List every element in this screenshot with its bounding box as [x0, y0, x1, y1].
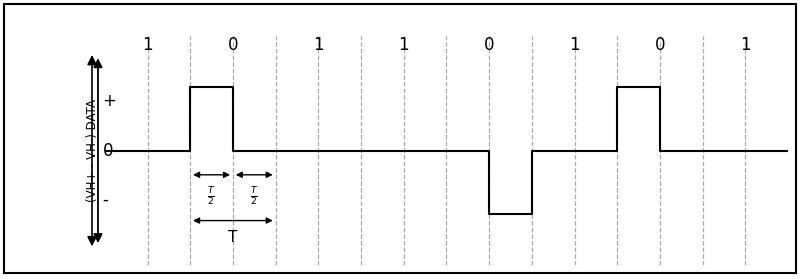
Text: -: - — [102, 191, 109, 209]
Text: 1: 1 — [569, 35, 580, 54]
Text: $\frac{T}{2}$: $\frac{T}{2}$ — [207, 186, 216, 208]
Text: 1: 1 — [740, 35, 750, 54]
Text: (VH+ - VH-) DATA: (VH+ - VH-) DATA — [86, 99, 99, 202]
Text: 0: 0 — [102, 142, 113, 160]
Text: 1: 1 — [398, 35, 409, 54]
Text: 1: 1 — [313, 35, 324, 54]
Text: +: + — [102, 92, 117, 110]
Text: 1: 1 — [142, 35, 153, 54]
Text: T: T — [228, 230, 238, 245]
Text: 0: 0 — [484, 35, 494, 54]
Text: 0: 0 — [228, 35, 238, 54]
Text: 0: 0 — [654, 35, 665, 54]
Text: $\frac{T}{2}$: $\frac{T}{2}$ — [250, 186, 258, 208]
